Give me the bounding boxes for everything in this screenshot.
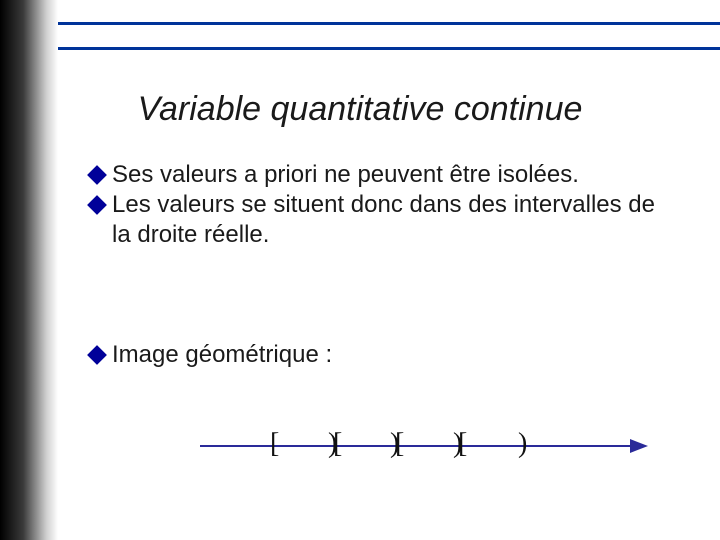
bullet-text: Les valeurs se situent donc dans des int…: [112, 190, 680, 250]
arrowhead-icon: [630, 439, 648, 453]
interval-open-bracket: [: [270, 428, 279, 460]
left-gradient-strip: [0, 0, 58, 540]
bullet-text: Image géométrique :: [112, 340, 680, 370]
interval-diagram: [ ) [ ) [ ) [ ): [200, 420, 660, 470]
bullet-item: Image géométrique :: [90, 340, 680, 370]
interval-close-paren: ): [518, 428, 527, 460]
top-rule-2: [58, 47, 720, 50]
diamond-bullet-icon: [87, 195, 107, 215]
bullet-text: Ses valeurs a priori ne peuvent être iso…: [112, 160, 680, 190]
diamond-bullet-icon: [87, 345, 107, 365]
interval-open-bracket: [: [395, 428, 404, 460]
interval-open-bracket: [: [333, 428, 342, 460]
bullet-item: Ses valeurs a priori ne peuvent être iso…: [90, 160, 680, 190]
slide: Variable quantitative continue Ses valeu…: [0, 0, 720, 540]
number-line-axis: [200, 445, 640, 447]
slide-title: Variable quantitative continue: [0, 90, 720, 129]
bullet-item: Les valeurs se situent donc dans des int…: [90, 190, 680, 250]
interval-open-bracket: [: [458, 428, 467, 460]
top-rule-1: [58, 22, 720, 25]
content-area: Ses valeurs a priori ne peuvent être iso…: [90, 160, 680, 370]
diamond-bullet-icon: [87, 165, 107, 185]
